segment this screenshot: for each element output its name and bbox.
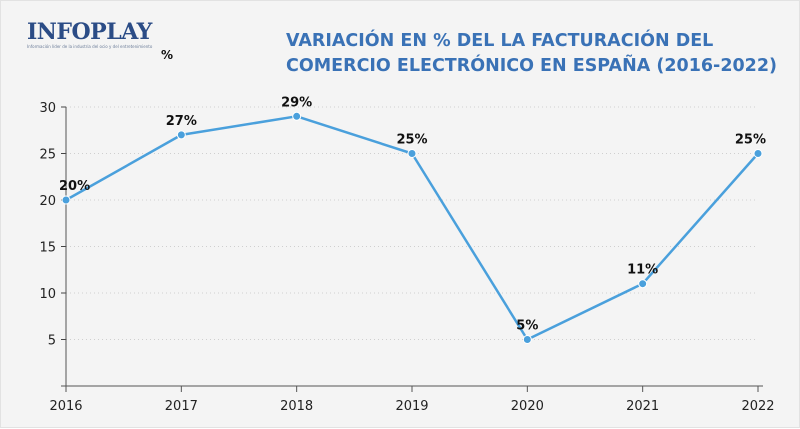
y-tick-labels: 5 10 15 20 25 30	[39, 101, 56, 349]
x-tick-label: 2021	[626, 399, 659, 414]
data-point	[522, 335, 532, 344]
y-tick-label: 10	[39, 287, 56, 302]
x-tick-labels: 2016 2017 2018 2019 2020 2021 2022	[49, 399, 774, 414]
data-point	[753, 149, 763, 158]
logo-tagline: Información líder de la industria del oc…	[27, 44, 153, 49]
y-tick-label: 30	[39, 101, 56, 116]
data-point	[61, 195, 71, 205]
data-label: 25%	[396, 133, 427, 148]
y-unit-label: %	[161, 48, 174, 62]
data-labels: 20% 27% 29% 25% 5% 11% 25%	[59, 95, 766, 333]
data-label: 11%	[627, 263, 658, 278]
data-point	[407, 149, 417, 158]
grid-lines	[66, 106, 758, 340]
data-label: 5%	[516, 319, 538, 334]
x-tick-label: 2020	[511, 399, 544, 414]
x-tick-label: 2018	[280, 399, 313, 414]
data-points	[61, 111, 763, 344]
y-tick-label: 20	[39, 194, 56, 209]
logo-wordmark: INFOPLAY	[27, 19, 152, 45]
infoplay-logo: INFOPLAY Información líder de la industr…	[27, 21, 152, 49]
y-tick-label: 5	[48, 334, 56, 349]
data-point	[292, 111, 302, 121]
y-tick-label: 15	[39, 241, 56, 256]
data-label: 20%	[59, 179, 90, 194]
chart-title: VARIACIÓN EN % DEL LA FACTURACIÓN DEL CO…	[286, 31, 778, 76]
x-tick-label: 2019	[395, 399, 428, 414]
x-tick-label: 2016	[49, 399, 82, 414]
data-point	[638, 279, 648, 289]
data-label: 29%	[281, 95, 312, 110]
x-tick-label: 2017	[165, 399, 198, 414]
data-label: 25%	[735, 133, 766, 148]
y-tick-label: 25	[39, 148, 56, 163]
x-tick-label: 2022	[741, 399, 774, 414]
data-label: 27%	[166, 114, 197, 129]
data-point	[176, 130, 186, 140]
